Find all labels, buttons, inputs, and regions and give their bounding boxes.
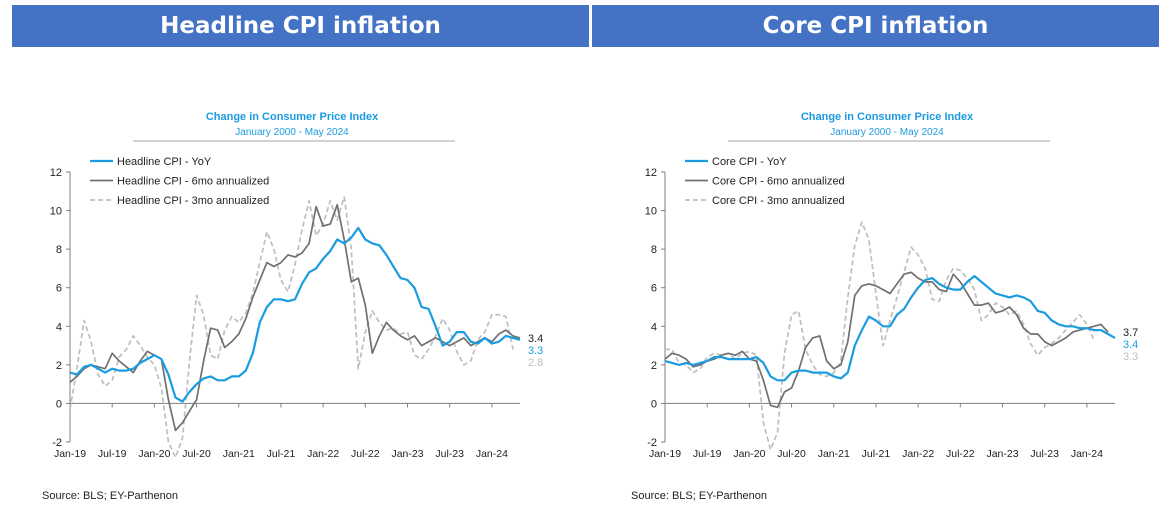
headline-end-label-0: 3.4: [528, 333, 543, 345]
core-x-tick-label: Jan-23: [986, 448, 1018, 460]
core-x-tick-label: Jul-19: [693, 448, 722, 460]
core-y-tick-label: 8: [651, 244, 657, 256]
headline-x-tick-label: Jan-23: [391, 448, 423, 460]
headline-y-tick-label: 10: [50, 206, 62, 218]
headline-y-tick-label: 8: [56, 244, 62, 256]
headline-legend-yoy-label: Headline CPI - YoY: [117, 156, 212, 168]
headline-x-tick-label: Jan-24: [476, 448, 508, 460]
headline-x-tick-label: Jul-22: [351, 448, 380, 460]
headline-legend-three-mo-label: Headline CPI - 3mo annualized: [117, 195, 269, 207]
headline-chart-subtitle: January 2000 - May 2024: [235, 127, 349, 138]
headline-three-mo-line: [69, 196, 514, 459]
headline-x-tick-label: Jul-21: [267, 448, 296, 460]
headline-x-tick-label: Jul-20: [182, 448, 211, 460]
core-yoy-line: [664, 275, 1116, 382]
core-cpi-header: Core CPI inflation: [592, 5, 1159, 47]
headline-y-tick-label: 2: [56, 360, 62, 372]
headline-x-tick-label: Jan-22: [307, 448, 339, 460]
headline-x-tick-label: Jul-19: [98, 448, 127, 460]
headline-y-tick-label: 6: [56, 283, 62, 295]
core-y-tick-label: 10: [645, 206, 657, 218]
headline-end-label-1: 3.3: [528, 345, 543, 357]
core-legend-three-mo-label: Core CPI - 3mo annualized: [712, 195, 845, 207]
core-x-tick-label: Jan-20: [733, 448, 765, 460]
core-end-label-2: 3.3: [1123, 351, 1138, 363]
core-x-tick-label: Jan-22: [902, 448, 934, 460]
headline-x-tick-label: Jul-23: [435, 448, 464, 460]
headline-legend-six-mo-label: Headline CPI - 6mo annualized: [117, 176, 269, 188]
core-six-mo-line: [664, 271, 1109, 409]
headline-cpi-header: Headline CPI inflation: [12, 5, 589, 47]
core-cpi-chart-panel: Change in Consumer Price Index January 20…: [625, 100, 1145, 480]
core-x-tick-label: Jul-20: [777, 448, 806, 460]
headline-y-tick-label: 4: [56, 321, 62, 333]
core-y-tick-label: 12: [645, 167, 657, 179]
core-cpi-chart: Change in Consumer Price Index January 20…: [645, 111, 1139, 460]
core-x-tick-label: Jan-21: [818, 448, 850, 460]
core-three-mo-line: [665, 221, 1095, 451]
headline-cpi-chart-panel: Change in Consumer Price Index January 20…: [30, 100, 550, 480]
core-chart-subtitle: January 2000 - May 2024: [830, 127, 944, 138]
headline-x-tick-label: Jan-20: [138, 448, 170, 460]
core-end-label-0: 3.7: [1123, 327, 1138, 339]
headline-x-tick-label: Jan-19: [54, 448, 86, 460]
headline-six-mo-line: [69, 203, 521, 432]
core-legend-six-mo-label: Core CPI - 6mo annualized: [712, 176, 845, 188]
core-y-tick-label: 2: [651, 360, 657, 372]
headline-end-label-2: 2.8: [528, 357, 543, 369]
core-y-tick-label: -2: [647, 437, 657, 449]
headline-y-tick-label: 0: [56, 398, 62, 410]
core-legend-yoy-label: Core CPI - YoY: [712, 156, 787, 168]
core-x-tick-label: Jan-24: [1071, 448, 1103, 460]
headline-cpi-chart: Change in Consumer Price Index January 20…: [50, 111, 544, 460]
core-x-tick-label: Jul-23: [1030, 448, 1059, 460]
core-x-tick-label: Jul-21: [862, 448, 891, 460]
core-x-tick-label: Jul-22: [946, 448, 975, 460]
core-y-tick-label: 0: [651, 398, 657, 410]
core-y-tick-label: 6: [651, 283, 657, 295]
source-note-right: Source: BLS; EY-Parthenon: [631, 490, 767, 502]
core-x-tick-label: Jan-19: [649, 448, 681, 460]
headline-x-tick-label: Jan-21: [223, 448, 255, 460]
headline-chart-title: Change in Consumer Price Index: [206, 111, 379, 123]
headline-y-tick-label: 12: [50, 167, 62, 179]
core-chart-title: Change in Consumer Price Index: [801, 111, 974, 123]
source-note-left: Source: BLS; EY-Parthenon: [42, 490, 178, 502]
core-y-tick-label: 4: [651, 321, 657, 333]
core-end-label-1: 3.4: [1123, 339, 1138, 351]
headline-yoy-line: [69, 226, 521, 403]
headline-y-tick-label: -2: [52, 437, 62, 449]
